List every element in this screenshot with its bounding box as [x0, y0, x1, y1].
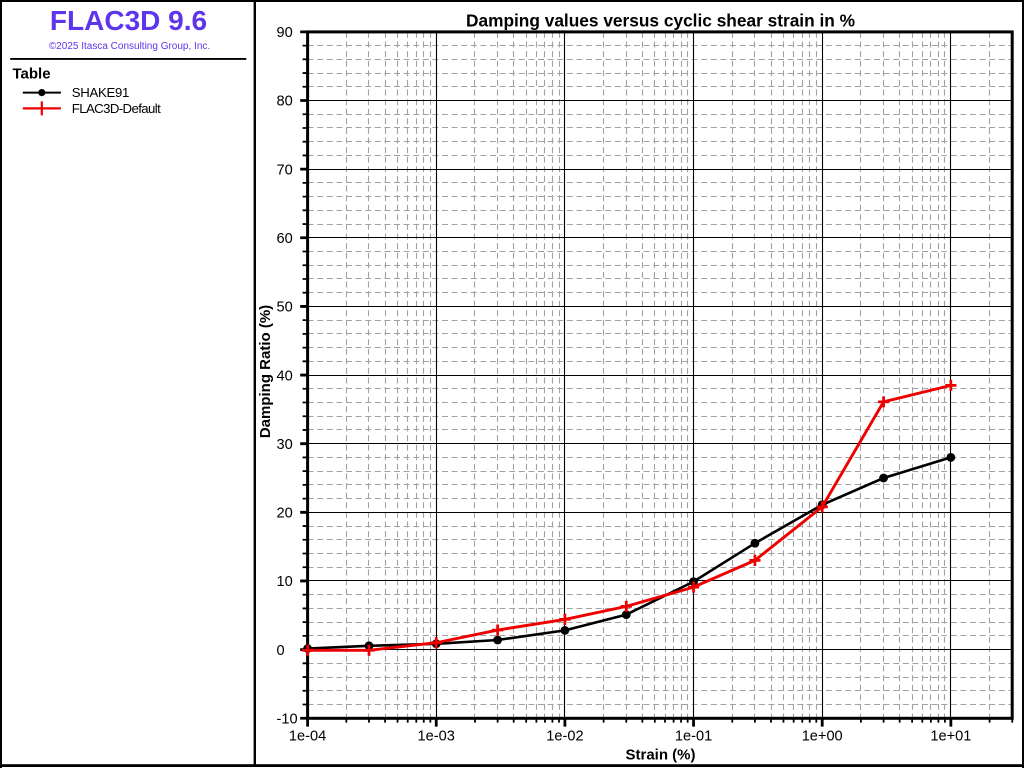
svg-text:1e+01: 1e+01	[930, 729, 971, 745]
svg-text:1e-02: 1e-02	[546, 729, 583, 745]
svg-text:10: 10	[277, 574, 293, 590]
svg-text:Strain (%): Strain (%)	[625, 747, 695, 764]
svg-text:40: 40	[277, 368, 293, 384]
svg-text:0: 0	[277, 643, 285, 659]
svg-text:SHAKE91: SHAKE91	[72, 85, 129, 100]
svg-text:90: 90	[277, 25, 293, 41]
svg-text:70: 70	[277, 162, 293, 178]
svg-text:1e+00: 1e+00	[802, 729, 843, 745]
svg-text:30: 30	[277, 437, 293, 453]
svg-text:FLAC3D-Default: FLAC3D-Default	[72, 101, 161, 116]
svg-text:1e-01: 1e-01	[675, 729, 712, 745]
svg-text:60: 60	[277, 231, 293, 247]
svg-text:Table: Table	[13, 66, 51, 83]
svg-text:-10: -10	[277, 711, 298, 727]
svg-text:©2025 Itasca Consulting Group,: ©2025 Itasca Consulting Group, Inc.	[49, 41, 210, 52]
svg-text:1e-04: 1e-04	[289, 729, 326, 745]
svg-text:20: 20	[277, 506, 293, 522]
svg-text:FLAC3D 9.6: FLAC3D 9.6	[50, 5, 207, 36]
svg-text:50: 50	[277, 300, 293, 316]
svg-text:Damping values versus cyclic s: Damping values versus cyclic shear strai…	[466, 11, 855, 31]
svg-text:80: 80	[277, 94, 293, 110]
svg-text:Damping Ratio (%): Damping Ratio (%)	[257, 305, 274, 438]
svg-text:1e-03: 1e-03	[418, 729, 455, 745]
